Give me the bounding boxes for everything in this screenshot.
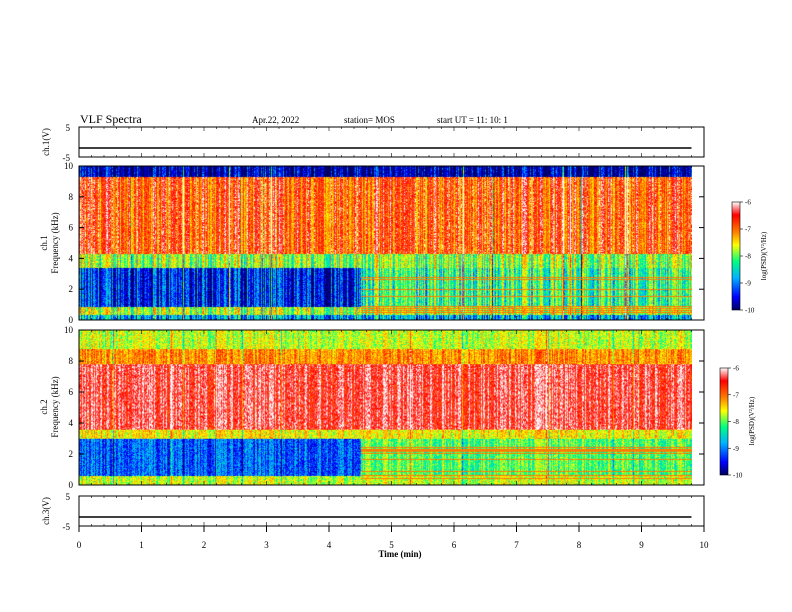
ch2-colorbar-ticks: -6 -7 -8 -9 -10 xyxy=(728,365,743,480)
time-tick-label: 10 xyxy=(700,540,710,550)
time-tick-label: 8 xyxy=(577,540,582,550)
time-axis-ticks: 0 1 2 3 4 5 6 7 8 9 10 xyxy=(77,526,709,550)
ch2-spectrogram-ylabel: Frequency (kHz) xyxy=(50,376,60,437)
ch1-spectrogram-panel: 0 2 4 6 8 10 ch.1 Frequency (kHz) xyxy=(39,161,705,325)
colorbar-tick-label: -9 xyxy=(745,280,751,288)
frequency-tick-label: 4 xyxy=(69,418,74,428)
time-axis-label: Time (min) xyxy=(378,549,421,559)
time-tick-label: 2 xyxy=(202,540,207,550)
ch1-ytick-top: 5 xyxy=(66,123,71,133)
colorbar-tick-label: -8 xyxy=(745,253,751,261)
time-tick-label: 5 xyxy=(389,540,394,550)
ch1-colorbar-label: log(PSD)(V²/Hz) xyxy=(760,231,768,280)
ch1-spectrogram-image xyxy=(79,166,692,320)
ch1-spectrogram-ylabel: Frequency (kHz) xyxy=(50,212,60,273)
ch1-voltage-frame xyxy=(78,126,705,158)
time-tick-label: 6 xyxy=(452,540,457,550)
ch2-spectrogram-panel: 0 2 4 6 8 10 ch.2 Frequency (kHz) xyxy=(39,325,705,490)
frequency-tick-label: 4 xyxy=(69,253,74,263)
time-minor-ticks xyxy=(78,127,705,526)
frequency-tick-label: 10 xyxy=(64,161,74,171)
ch2-colorbar-label: log(PSD)(V²/Hz) xyxy=(748,396,756,445)
ch2-colorbar-gradient xyxy=(719,367,729,476)
time-tick-label: 3 xyxy=(264,540,269,550)
ch1-ytick-bottom: -5 xyxy=(63,153,71,163)
ch1-colorbar: -6 -7 -8 -9 -10 log(PSD)(V²/Hz) xyxy=(731,199,768,315)
time-tick-label: 0 xyxy=(77,540,82,550)
ch2-colorbar: -6 -7 -8 -9 -10 log(PSD)(V²/Hz) xyxy=(719,365,756,480)
frequency-tick-label: 8 xyxy=(69,356,74,366)
time-tick-label: 1 xyxy=(139,540,144,550)
ch3-ytick-bottom: -5 xyxy=(63,522,71,532)
ch1-voltage-ylabel: ch.1(V) xyxy=(41,128,51,156)
colorbar-tick-label: -8 xyxy=(733,418,739,426)
ch1-colorbar-gradient xyxy=(731,201,741,311)
ch2-spectrogram-ylabel-channel: ch.2 xyxy=(39,399,49,414)
figure-title: VLF Spectra xyxy=(80,112,142,126)
ch3-ytick-top: 5 xyxy=(66,492,71,502)
ch2-spectrogram-yticks: 0 2 4 6 8 10 xyxy=(64,325,704,490)
start-ut-label: start UT = 11: 10: 1 xyxy=(437,115,508,125)
colorbar-tick-label: -10 xyxy=(733,472,743,480)
time-tick-label: 9 xyxy=(639,540,644,550)
ch3-voltage-frame xyxy=(78,495,705,527)
time-tick-label: 7 xyxy=(514,540,519,550)
frequency-tick-label: 0 xyxy=(69,480,74,490)
ch2-spectrogram-image xyxy=(79,330,692,485)
colorbar-tick-label: -6 xyxy=(733,365,739,373)
frequency-tick-label: 2 xyxy=(69,284,74,294)
colorbar-tick-label: -9 xyxy=(733,445,739,453)
ch3-voltage-panel: 5 -5 ch.3(V) xyxy=(41,492,705,532)
colorbar-tick-label: -6 xyxy=(745,199,751,207)
time-tick-label: 4 xyxy=(327,540,332,550)
ch1-voltage-panel: 5 -5 ch.1(V) xyxy=(41,123,705,163)
colorbar-tick-label: -7 xyxy=(745,226,751,234)
colorbar-tick-label: -7 xyxy=(733,391,739,399)
ch3-voltage-ylabel: ch.3(V) xyxy=(41,497,51,525)
frequency-tick-label: 8 xyxy=(69,192,74,202)
station-label: station= MOS xyxy=(344,115,395,125)
ch1-spectrogram-yticks: 0 2 4 6 8 10 xyxy=(64,161,704,325)
frequency-tick-label: 10 xyxy=(64,325,74,335)
colorbar-tick-label: -10 xyxy=(745,307,755,315)
frequency-tick-label: 0 xyxy=(69,315,74,325)
ch1-colorbar-ticks: -6 -7 -8 -9 -10 xyxy=(740,199,755,315)
frequency-tick-label: 2 xyxy=(69,449,74,459)
frequency-tick-label: 6 xyxy=(69,387,74,397)
frequency-tick-label: 6 xyxy=(69,223,74,233)
date-label: Apr.22, 2022 xyxy=(252,115,299,125)
ch1-spectrogram-ylabel-channel: ch.1 xyxy=(39,235,49,250)
